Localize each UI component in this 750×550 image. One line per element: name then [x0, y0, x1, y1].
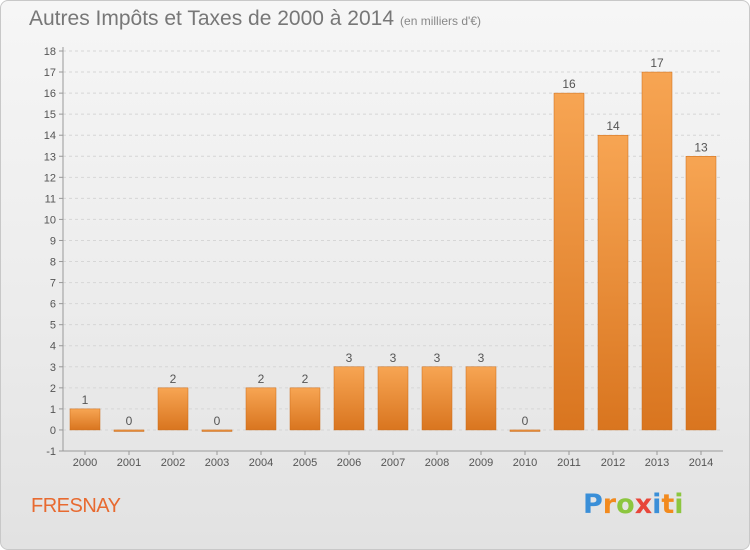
x-tick-label: 2008: [425, 457, 449, 469]
x-tick-label: 2002: [161, 457, 185, 469]
x-tick-label: 2013: [645, 457, 669, 469]
data-label-2011: 16: [562, 77, 576, 91]
logo-letter: P: [583, 489, 603, 520]
x-tick-label: 2014: [689, 457, 713, 469]
x-tick-label: 2005: [293, 457, 317, 469]
y-tick-label: 9: [50, 235, 56, 247]
x-tick-label: 2000: [73, 457, 97, 469]
data-label-2002: 2: [170, 372, 177, 386]
data-label-2005: 2: [302, 372, 309, 386]
x-tick-label: 2007: [381, 457, 405, 469]
x-tick-label: 2003: [205, 457, 229, 469]
logo-letter: i: [652, 489, 662, 520]
data-label-2001: 0: [126, 414, 133, 428]
y-tick-label: 4: [50, 341, 56, 353]
y-tick-label: 18: [44, 46, 56, 58]
y-tick-label: 8: [50, 257, 56, 269]
bar-2004[interactable]: [245, 387, 277, 431]
place-name: FRESNAY: [31, 495, 121, 517]
y-tick-label: 15: [44, 109, 56, 121]
data-label-2004: 2: [258, 372, 265, 386]
data-label-2012: 14: [606, 119, 620, 133]
y-tick-label: 17: [44, 67, 56, 79]
bar-2005[interactable]: [289, 387, 321, 431]
x-tick-label: 2010: [513, 457, 537, 469]
bar-2007[interactable]: [377, 366, 409, 431]
bar-2006[interactable]: [333, 366, 365, 431]
bar-2003[interactable]: [201, 429, 233, 432]
x-tick-label: 2004: [249, 457, 273, 469]
logo-letter: t: [661, 489, 675, 520]
data-label-2013: 17: [650, 56, 664, 70]
data-label-2006: 3: [346, 351, 353, 365]
bar-2013[interactable]: [641, 71, 673, 431]
y-tick-label: 10: [44, 214, 56, 226]
logo-letter: r: [602, 489, 617, 520]
data-label-2003: 0: [214, 414, 221, 428]
data-label-2008: 3: [434, 351, 441, 365]
x-tick-label: 2006: [337, 457, 361, 469]
y-tick-label: 1: [50, 404, 56, 416]
chart-title-text: Autres Impôts et Taxes de 2000 à 2014: [29, 7, 395, 30]
y-tick-label: 7: [50, 278, 56, 290]
x-tick-label: 2001: [117, 457, 141, 469]
y-tick-label: 6: [50, 299, 56, 311]
y-tick-label: 12: [44, 172, 56, 184]
bar-2010[interactable]: [509, 429, 541, 432]
logo-letter: x: [634, 489, 653, 520]
y-tick-label: 16: [44, 88, 56, 100]
bar-2014[interactable]: [685, 156, 717, 431]
bar-2011[interactable]: [553, 92, 585, 431]
y-tick-label: 14: [44, 130, 56, 142]
y-tick-label: 5: [50, 320, 56, 332]
x-tick-label: 2012: [601, 457, 625, 469]
bar-2000[interactable]: [69, 408, 101, 431]
x-tick-label: 2011: [557, 457, 581, 469]
data-label-2009: 3: [478, 351, 485, 365]
bar-2012[interactable]: [597, 134, 629, 431]
data-label-2000: 1: [82, 393, 89, 407]
logo-letter: o: [616, 489, 635, 520]
y-tick-label: 0: [50, 425, 56, 437]
bar-2008[interactable]: [421, 366, 453, 431]
y-tick-label: 13: [44, 151, 56, 163]
chart-title: Autres Impôts et Taxes de 2000 à 2014 (en…: [29, 7, 481, 31]
y-tick-label: 3: [50, 362, 56, 374]
bars: [69, 71, 717, 432]
bar-2009[interactable]: [465, 366, 497, 431]
data-label-2010: 0: [522, 414, 529, 428]
data-labels: 1 0 2 0 2 2 3 3 3 3 0 16 14 17 13: [82, 56, 708, 428]
logo-letter: i: [674, 489, 684, 520]
data-label-2014: 13: [694, 140, 708, 154]
x-tick-label: 2009: [469, 457, 493, 469]
bar-2002[interactable]: [157, 387, 189, 431]
chart-subtitle: (en milliers d'€): [400, 14, 482, 28]
bar-2001[interactable]: [113, 429, 145, 432]
y-tick-label: 2: [50, 383, 56, 395]
data-label-2007: 3: [390, 351, 397, 365]
y-tick-label: 11: [45, 193, 56, 205]
proxiti-logo[interactable]: Proxiti: [583, 489, 684, 520]
y-tick-label: -1: [46, 446, 56, 458]
